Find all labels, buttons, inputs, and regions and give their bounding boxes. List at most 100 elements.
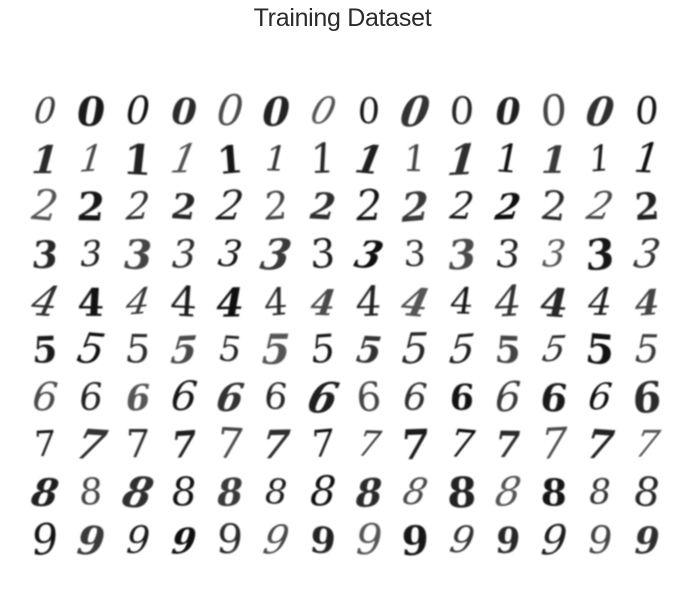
digit-sample: 8 [355, 468, 383, 517]
digit-sample: 5 [354, 327, 384, 372]
digit-sample: 1 [495, 135, 521, 183]
digit-sample: 8 [588, 471, 613, 513]
digit-sample: 3 [123, 230, 152, 280]
digit-sample: 2 [354, 182, 384, 231]
digit-sample: 5 [261, 325, 292, 374]
digit-sample: 7 [495, 423, 521, 467]
digit-sample: 1 [351, 135, 387, 184]
digit-sample: 0 [215, 86, 246, 136]
digit-sample: 4 [307, 281, 338, 324]
digit-sample: 2 [75, 183, 108, 231]
digit-sample: 4 [587, 280, 614, 324]
digit-sample: 7 [631, 422, 663, 467]
digit-sample: 0 [262, 87, 291, 136]
digit-sample: 1 [540, 137, 568, 182]
digit-sample: 8 [633, 467, 661, 517]
digit-sample: 4 [216, 278, 245, 326]
digit-sample: 6 [124, 375, 151, 420]
digit-sample: 7 [169, 422, 199, 468]
digit-sample: 7 [354, 423, 384, 466]
digit-sample: 7 [446, 421, 477, 468]
digit-sample: 2 [492, 185, 524, 229]
digit-sample: 0 [583, 87, 618, 136]
digit-sample: 1 [587, 137, 614, 180]
digit-sample: 9 [493, 519, 522, 561]
digit-sample: 9 [260, 517, 293, 563]
digit-sample: 8 [538, 470, 571, 516]
digit-sample: 0 [125, 88, 150, 134]
digit-sample: 2 [400, 182, 430, 232]
digit-sample: 1 [264, 138, 289, 180]
digit-sample: 3 [494, 231, 522, 277]
digit-sample: 6 [213, 374, 247, 421]
digit-sample: 0 [305, 88, 340, 134]
digit-sample: 2 [629, 184, 665, 229]
digit-sample: 6 [628, 371, 666, 424]
digit-sample: 4 [539, 277, 569, 327]
digit-sample: 6 [540, 373, 569, 421]
digit-sample: 2 [171, 185, 197, 229]
digit-sample: 1 [30, 136, 61, 183]
digit-sample: 0 [355, 91, 384, 132]
digit-sample: 6 [494, 372, 522, 422]
digit-sample: 5 [492, 327, 524, 373]
digit-sample: 5 [219, 328, 242, 371]
digit-sample: 1 [77, 137, 106, 181]
digit-sample: 5 [400, 324, 431, 374]
digit-sample: 0 [397, 86, 434, 137]
digit-sample: 5 [123, 326, 152, 373]
digit-sample: 9 [446, 517, 478, 562]
digit-sample: 9 [169, 518, 199, 562]
digit-sample: 1 [402, 137, 429, 181]
digit-sample: 1 [444, 133, 479, 185]
digit-sample: 7 [307, 421, 339, 467]
digit-sample: 6 [447, 376, 477, 419]
digit-sample: 8 [216, 469, 244, 516]
page-title: Training Dataset [253, 4, 432, 32]
digit-sample: 9 [398, 516, 433, 565]
digit-sample: 7 [583, 420, 618, 470]
digit-sample: 9 [539, 515, 569, 564]
digit-sample: 8 [264, 471, 289, 514]
digit-sample: 2 [261, 183, 292, 230]
digit-sample: 3 [400, 233, 431, 275]
digit-sample: 4 [167, 276, 201, 327]
digit-sample: 9 [587, 516, 614, 563]
digit-sample: 1 [211, 136, 249, 183]
digit-sample: 2 [447, 184, 476, 229]
digit-sample: 8 [170, 468, 198, 516]
digit-sample: 0 [170, 89, 198, 135]
digit-sample: 3 [79, 232, 104, 276]
digit-sample: 9 [124, 517, 151, 562]
digit-sample: 3 [445, 229, 478, 280]
digit-sample: 5 [168, 327, 199, 373]
digit-sample: 0 [632, 89, 662, 134]
digit-sample: 4 [260, 279, 293, 325]
digit-sample: 4 [634, 280, 659, 324]
digit-sample: 3 [630, 230, 664, 278]
digit-sample: 2 [124, 184, 151, 229]
digit-sample: 4 [397, 278, 434, 326]
digit-sample: 0 [495, 90, 521, 134]
digit-sample: 6 [78, 375, 105, 419]
digit-sample: 7 [540, 419, 568, 470]
digit-sample: 5 [634, 326, 660, 372]
digit-sample: 0 [32, 90, 58, 133]
digit-sample: 5 [539, 328, 570, 370]
digit-sample: 8 [492, 468, 524, 516]
digit-sample: 9 [308, 517, 338, 563]
digit-sample: 4 [494, 276, 522, 327]
digit-sample: 6 [402, 374, 429, 420]
digit-sample: 6 [586, 375, 615, 418]
